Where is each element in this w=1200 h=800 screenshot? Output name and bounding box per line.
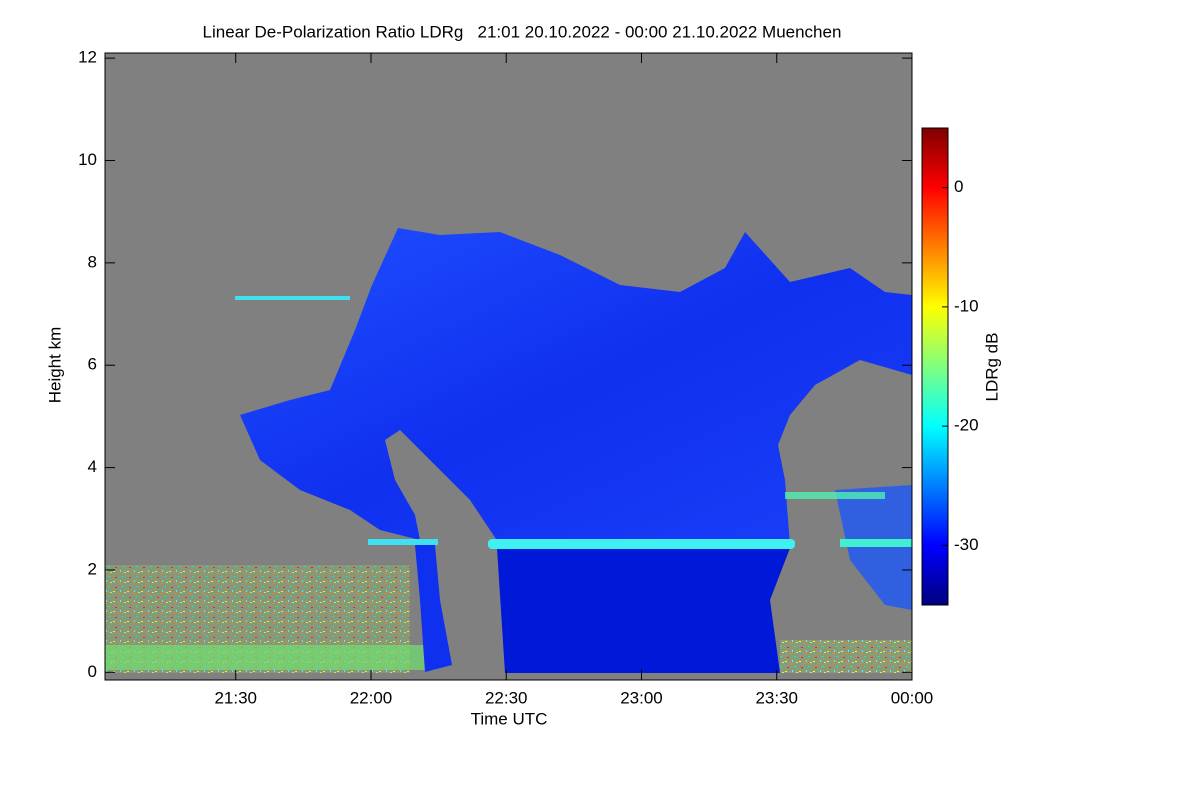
x-tick-label: 23:00 <box>620 688 663 707</box>
plot-frame <box>104 52 913 681</box>
colorbar <box>921 127 949 606</box>
y-tick-label: 0 <box>88 662 97 681</box>
ground-clutter <box>105 645 435 670</box>
colorbar-tick-label: -20 <box>954 416 979 435</box>
y-tick-label: 6 <box>88 355 97 374</box>
thin-layer <box>235 296 350 300</box>
y-tick-label: 2 <box>88 559 97 578</box>
x-tick-label: 21:30 <box>214 688 257 707</box>
x-axis-label: Time UTC <box>471 709 548 728</box>
rain-column <box>497 548 790 673</box>
melting-layer <box>488 539 795 549</box>
x-tick-label: 23:30 <box>755 688 798 707</box>
colorbar-tick-label: 0 <box>954 177 963 196</box>
colorbar-label: LDRg dB <box>982 333 1001 402</box>
chart-title: Linear De-Polarization Ratio LDRg 21:01 … <box>203 22 842 41</box>
colorbar-tick-label: -10 <box>954 296 979 315</box>
fall-streak <box>415 545 452 672</box>
colorbar-tick-label: -30 <box>954 535 979 554</box>
x-tick-label: 22:00 <box>350 688 393 707</box>
ground-clutter <box>780 640 912 673</box>
y-axis-label: Height km <box>45 327 64 404</box>
y-tick-label: 12 <box>78 48 97 67</box>
cloud <box>835 485 912 610</box>
x-tick-label: 00:00 <box>891 688 934 707</box>
melting-layer <box>840 539 912 547</box>
y-tick-label: 10 <box>78 150 97 169</box>
thin-layer <box>785 492 885 499</box>
cloud <box>240 228 912 545</box>
y-tick-label: 8 <box>88 252 97 271</box>
melting-layer <box>368 539 438 545</box>
x-tick-label: 22:30 <box>485 688 528 707</box>
plot-area <box>104 52 913 681</box>
y-tick-label: 4 <box>88 457 97 476</box>
